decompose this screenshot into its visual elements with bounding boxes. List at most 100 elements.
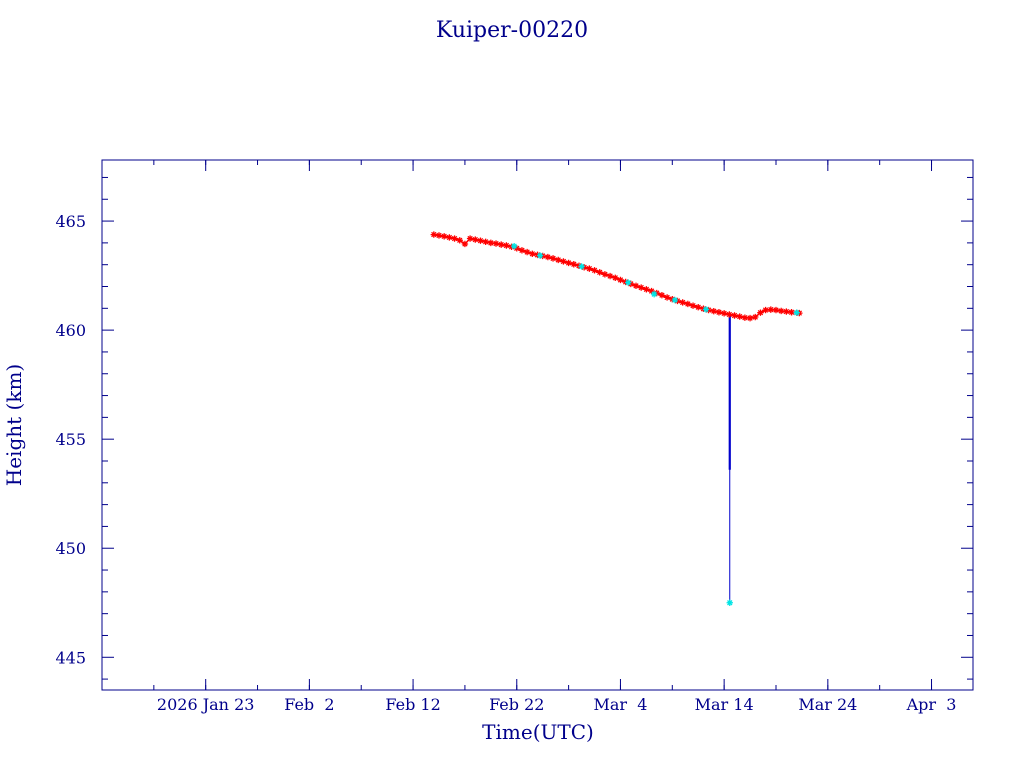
data-point: [741, 314, 749, 321]
data-point: [627, 280, 635, 288]
data-point: [596, 269, 603, 276]
data-point: [695, 304, 702, 311]
data-point: [446, 234, 453, 241]
data-point: [591, 267, 598, 274]
data-point-alt: [702, 306, 710, 313]
data-point: [788, 309, 795, 316]
data-point: [513, 245, 520, 252]
x-tick-label: Mar 24: [798, 695, 857, 714]
x-tick-label: Apr 3: [906, 695, 957, 714]
data-point-alt: [793, 309, 800, 316]
data-point: [503, 242, 510, 249]
data-point: [720, 310, 728, 317]
data-point: [746, 314, 754, 322]
data-point: [529, 250, 536, 257]
data-point: [472, 236, 479, 243]
series-alt: [510, 242, 800, 606]
data-point: [777, 307, 785, 315]
data-point: [726, 311, 733, 318]
data-point: [757, 309, 764, 316]
data-point: [762, 306, 769, 314]
y-tick-label: 455: [55, 430, 86, 449]
x-tick-label: Mar 4: [593, 695, 647, 714]
data-point-alt: [536, 252, 544, 259]
data-point: [700, 305, 707, 312]
data-point: [461, 240, 469, 248]
x-tick-label: Mar 14: [695, 695, 754, 714]
data-point: [544, 253, 552, 261]
data-point: [689, 302, 697, 309]
data-point-alt: [510, 242, 518, 250]
series-layer: [430, 231, 803, 606]
data-point: [466, 235, 474, 242]
data-point: [663, 294, 671, 301]
y-tick-label: 445: [55, 648, 86, 667]
data-point: [549, 255, 557, 262]
data-point: [674, 297, 681, 305]
data-point: [430, 231, 438, 238]
data-point-alt: [578, 263, 585, 270]
y-tick-label: 450: [55, 539, 86, 558]
x-tick-labels: 2026 Jan 23 Feb 2 Feb 12 Feb 22 Mar 4 Mar 14 M…: [157, 695, 956, 714]
data-point: [684, 300, 692, 308]
x-tick-label: Feb 12: [385, 695, 440, 714]
data-point: [508, 243, 515, 251]
data-point: [555, 256, 562, 264]
data-point: [492, 240, 500, 247]
data-point: [482, 238, 489, 245]
x-tick-label: Feb 22: [489, 695, 544, 714]
y-axis-label: Height (km): [2, 364, 26, 486]
data-point: [560, 258, 567, 265]
data-point: [658, 292, 666, 299]
data-point: [705, 306, 712, 314]
data-point-alt: [625, 279, 632, 286]
data-point: [648, 287, 655, 295]
data-point: [606, 272, 614, 280]
data-point: [570, 261, 577, 268]
plot-frame: [101, 159, 974, 691]
data-point: [752, 313, 759, 321]
data-point: [487, 239, 495, 247]
data-point: [767, 306, 775, 313]
data-point: [575, 262, 583, 269]
data-point: [580, 264, 588, 271]
data-point: [622, 278, 629, 286]
x-axis-label: Time(UTC): [482, 720, 594, 744]
data-point: [679, 299, 686, 306]
y-tick-label: 460: [55, 321, 86, 340]
data-point: [736, 313, 743, 320]
axis-ticks: [101, 160, 973, 690]
data-point: [601, 271, 609, 278]
x-tick-label: Feb 2: [284, 695, 334, 714]
data-point: [498, 241, 505, 248]
data-point: [565, 259, 572, 267]
data-point: [612, 274, 619, 281]
data-point-alt: [726, 599, 733, 606]
data-point: [617, 276, 624, 284]
data-point: [669, 295, 676, 303]
data-point-alt: [671, 296, 679, 304]
data-point: [534, 251, 541, 259]
y-tick-label: 465: [55, 212, 86, 231]
data-point: [586, 265, 593, 272]
data-point: [518, 247, 526, 254]
data-point: [643, 286, 650, 293]
data-point: [731, 312, 738, 319]
x-tick-label: 2026 Jan 23: [157, 695, 255, 714]
data-point: [715, 309, 723, 316]
y-tick-labels: 445 450 455 460 465: [55, 212, 86, 667]
data-point-alt: [650, 290, 658, 298]
data-point: [783, 308, 790, 315]
data-point: [451, 235, 458, 242]
data-point: [435, 232, 443, 239]
data-point: [632, 282, 640, 290]
data-point: [772, 306, 780, 314]
series-main: [430, 231, 803, 322]
data-point: [456, 237, 463, 244]
chart-title: Kuiper-00220: [436, 18, 588, 43]
data-point: [523, 248, 531, 256]
data-point: [653, 289, 660, 297]
data-point: [637, 284, 645, 291]
data-point: [477, 237, 484, 244]
